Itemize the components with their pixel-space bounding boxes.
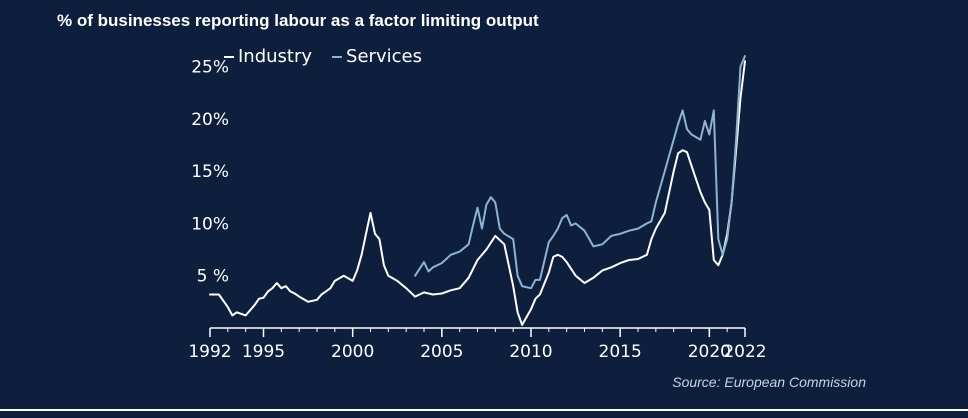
x-tick-label: 2010 <box>509 342 552 362</box>
x-tick-label: 2015 <box>599 342 642 362</box>
x-tick-label: 2000 <box>331 342 374 362</box>
y-tick-label: 5 % <box>197 267 229 287</box>
y-tick-label: 10% <box>191 214 229 234</box>
y-tick-label: 20% <box>191 110 229 130</box>
x-tick-label: 2022 <box>723 342 766 362</box>
legend-label-services: Services <box>346 46 422 67</box>
legend-item-industry: Industry <box>224 46 312 67</box>
series-line-services <box>414 55 746 290</box>
chart-title: % of businesses reporting labour as a fa… <box>57 11 539 30</box>
x-tick-label: 1992 <box>188 342 231 362</box>
legend-swatch-industry <box>224 55 234 58</box>
chart-legend: Industry Services <box>224 46 422 67</box>
legend-swatch-services <box>332 55 343 58</box>
y-tick-label: 25% <box>191 57 229 77</box>
x-tick-label: 1995 <box>242 342 285 362</box>
source-note: Source: European Commission <box>672 374 866 390</box>
x-tick-label: 2020 <box>688 342 731 362</box>
x-tick-label: 2005 <box>420 342 463 362</box>
series-layer <box>209 55 746 326</box>
y-tick-label: 15% <box>191 162 229 182</box>
legend-label-industry: Industry <box>238 46 313 67</box>
legend-item-services: Services <box>332 46 422 67</box>
bottom-rule <box>0 409 968 411</box>
series-line-industry <box>209 60 746 326</box>
